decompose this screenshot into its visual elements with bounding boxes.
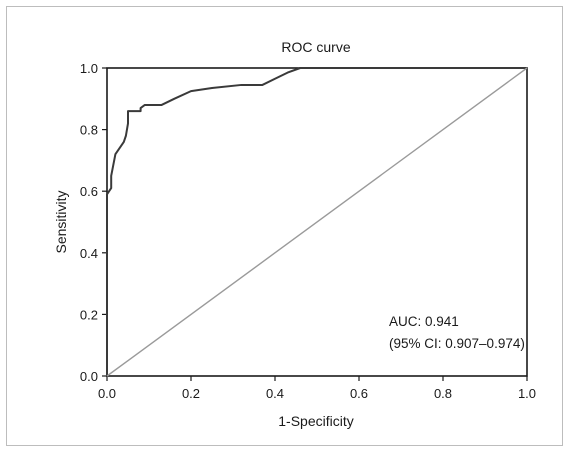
y-tick-label: 0.4 xyxy=(80,246,98,261)
x-tick-label: 0.4 xyxy=(266,386,284,401)
x-tick-label: 0.6 xyxy=(350,386,368,401)
y-tick-label: 1.0 xyxy=(80,61,98,76)
x-tick-label: 1.0 xyxy=(518,386,536,401)
reference-diagonal-line xyxy=(106,67,528,377)
chart-title: ROC curve xyxy=(281,39,350,55)
y-tick-label: 0.0 xyxy=(80,369,98,384)
auc-annotation: AUC: 0.941 xyxy=(389,314,459,329)
x-tick-label: 0.8 xyxy=(434,386,452,401)
y-tick-label: 0.6 xyxy=(80,184,98,199)
chart-frame xyxy=(6,6,563,446)
y-tick-label: 0.8 xyxy=(80,123,98,138)
x-tick-label: 0.2 xyxy=(182,386,200,401)
x-tick-label: 0.0 xyxy=(98,386,116,401)
y-tick-label: 0.2 xyxy=(80,307,98,322)
y-axis-title: Sensitivity xyxy=(53,190,69,253)
ci-annotation: (95% CI: 0.907–0.974) xyxy=(389,336,525,351)
roc-curve-line xyxy=(106,67,527,376)
x-axis-title: 1-Specificity xyxy=(278,413,353,429)
